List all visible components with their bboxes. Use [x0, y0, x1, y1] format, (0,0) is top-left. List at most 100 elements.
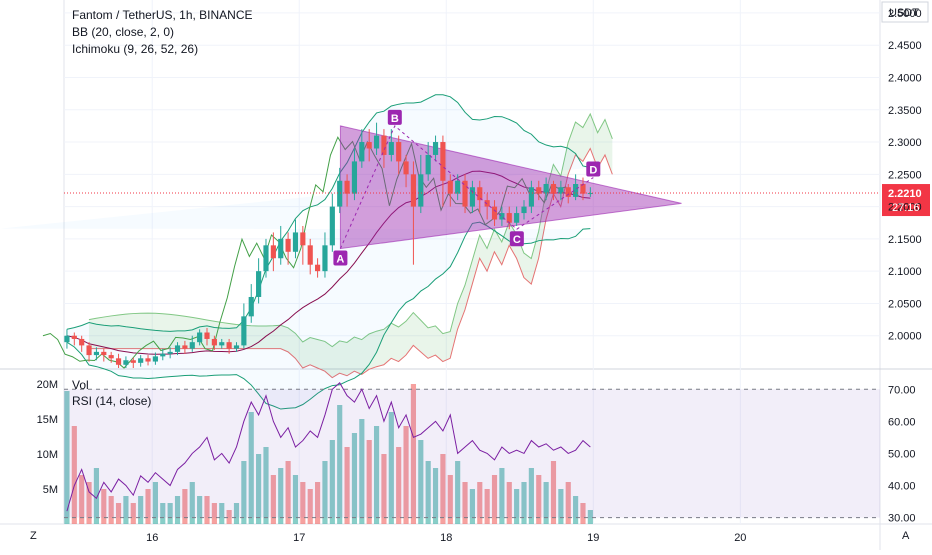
volume-bar	[256, 454, 262, 524]
rsi-indicator-label[interactable]: RSI (14, close)	[72, 394, 152, 408]
volume-bar	[130, 503, 136, 524]
candle	[204, 332, 210, 339]
volume-bar	[204, 496, 210, 524]
volume-indicator-label[interactable]: Vol	[72, 378, 89, 392]
volume-bar	[307, 489, 313, 524]
candle	[93, 351, 100, 356]
last-price-box	[882, 184, 930, 217]
volume-tick-label: 5M	[43, 484, 58, 496]
volume-bar	[543, 482, 549, 524]
price-tick-label: 2.0000	[888, 331, 922, 343]
ichimoku-indicator-label[interactable]: Ichimoku (9, 26, 52, 26)	[72, 42, 199, 56]
rsi-tick-label: 60.00	[888, 416, 916, 428]
candle	[233, 345, 240, 349]
candle	[587, 193, 593, 195]
candle	[580, 184, 586, 194]
volume-bar	[197, 496, 203, 524]
time-tick-label: 19	[587, 532, 599, 544]
candle	[440, 142, 446, 181]
auto-scale-button[interactable]: A	[902, 530, 910, 542]
symbol-title[interactable]: Fantom / TetherUS, 1h, BINANCE	[72, 8, 253, 22]
volume-bar	[241, 461, 247, 524]
candle	[418, 174, 424, 207]
candle	[558, 187, 564, 194]
candle	[359, 142, 365, 162]
volume-bar	[396, 447, 402, 524]
volume-bar	[182, 489, 188, 524]
candle	[455, 180, 461, 194]
price-tick-label: 2.1000	[888, 266, 922, 278]
volume-bar	[432, 468, 439, 524]
time-tick-label: 17	[293, 532, 305, 544]
candle	[174, 345, 181, 352]
candle	[550, 184, 557, 194]
candle	[64, 335, 70, 343]
candle	[351, 161, 358, 194]
candle	[219, 342, 225, 346]
candle	[270, 245, 276, 259]
volume-bar	[514, 489, 520, 524]
abcd-pattern	[333, 109, 601, 266]
candle	[211, 338, 217, 346]
bb-lower	[66, 221, 591, 410]
candle	[300, 232, 306, 246]
price-tick-label: 2.3000	[888, 137, 922, 149]
volume-bar	[344, 447, 350, 524]
zoom-reset-button[interactable]: Z	[30, 530, 37, 542]
pattern-label-d	[586, 161, 601, 177]
candle	[145, 358, 151, 362]
candle	[528, 187, 534, 207]
candle	[344, 180, 350, 194]
candle	[138, 358, 144, 363]
candle	[167, 351, 173, 354]
volume-bar	[455, 461, 461, 524]
candle	[447, 180, 453, 194]
rsi-tick-label: 30.00	[888, 513, 916, 525]
currency-label: USDT	[889, 7, 919, 19]
candle	[381, 135, 387, 155]
kumo-fill	[88, 113, 613, 378]
price-tick-label: 2.0500	[888, 298, 922, 310]
volume-bar	[167, 503, 173, 524]
volume-bar	[226, 510, 232, 524]
volume-bar	[101, 489, 107, 524]
candle	[403, 161, 409, 175]
candle	[278, 238, 284, 259]
volume-bar	[587, 510, 593, 524]
candle	[432, 142, 439, 155]
candle	[101, 351, 107, 356]
volume-bar	[418, 440, 424, 524]
pattern-label-text: A	[336, 254, 344, 266]
candle	[506, 213, 512, 223]
volume-bar	[499, 468, 505, 524]
candle	[477, 187, 483, 201]
rsi-tick-label: 50.00	[888, 448, 916, 460]
candle	[160, 353, 166, 357]
candle	[329, 206, 335, 246]
volume-bar	[270, 475, 276, 524]
volume-bar	[410, 384, 417, 524]
candle	[256, 271, 262, 297]
volume-bar	[292, 475, 299, 524]
volume-bar	[278, 468, 284, 524]
bb-upper	[66, 94, 591, 332]
bb-indicator-label[interactable]: BB (20, close, 2, 0)	[72, 25, 175, 39]
grid	[64, 0, 880, 524]
volume-tick-label: 15M	[37, 414, 58, 426]
volume-bar	[403, 426, 409, 524]
candle	[226, 342, 232, 349]
candle	[499, 213, 505, 220]
price-tick-label: 2.2500	[888, 169, 922, 181]
volume-bar	[285, 461, 291, 524]
candle	[366, 142, 372, 149]
candle-countdown: 27:16	[892, 202, 920, 214]
volume-bars	[64, 384, 593, 524]
candle	[248, 296, 254, 317]
volume-bar	[491, 475, 498, 524]
volume-bar	[506, 482, 512, 524]
volume-bar	[447, 475, 453, 524]
candle	[79, 338, 85, 346]
volume-bar	[469, 489, 475, 524]
time-tick-label: 20	[734, 532, 746, 544]
